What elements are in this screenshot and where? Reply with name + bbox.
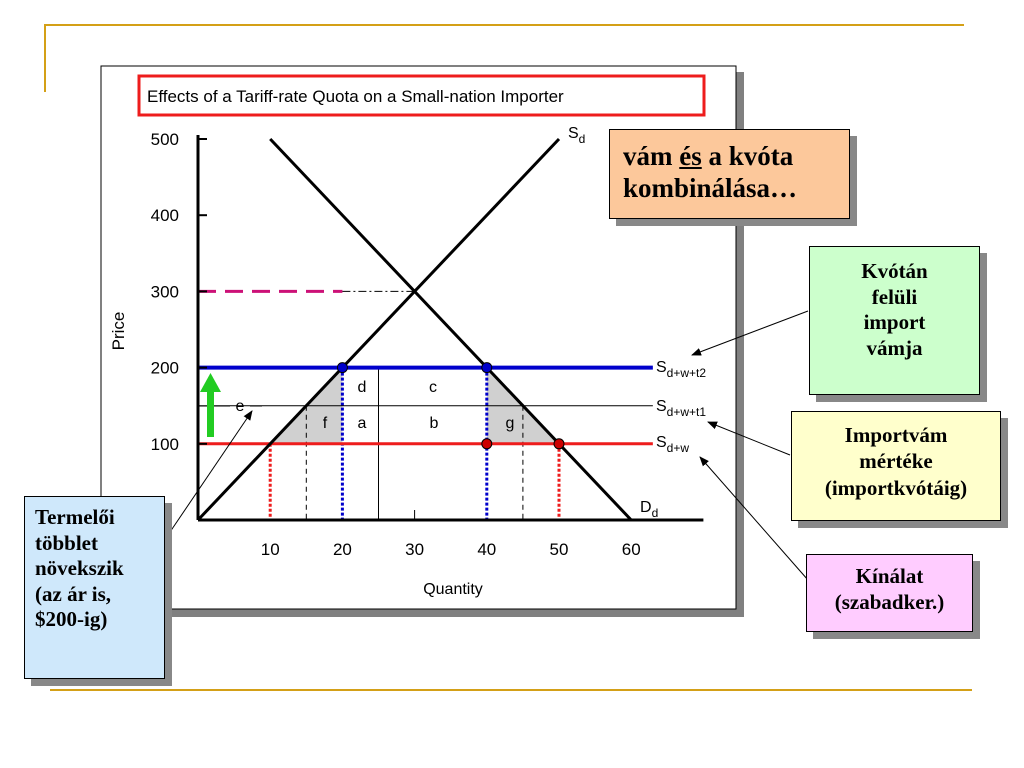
producer-line-5: $200-ig)	[35, 607, 108, 632]
series-label-sd-w-t1: Sd+w+t1	[656, 398, 706, 419]
area-label-d: d	[358, 379, 367, 396]
y-axis-label: Price	[109, 312, 128, 351]
combo-callout: vám és a kvóta kombinálása…	[609, 129, 850, 219]
intersection-dot-40-200	[481, 362, 493, 374]
x-tick-label-40: 40	[477, 540, 496, 559]
supply-curve-sd	[196, 137, 561, 522]
price-increase-arrow-icon	[200, 373, 221, 437]
tariff-line-1: Importvám	[844, 423, 948, 447]
area-label-f: f	[323, 415, 328, 432]
arrow-over-quota	[691, 310, 809, 356]
producer-surplus-callout: Termelői többlet növekszik (az ár is, $2…	[24, 496, 165, 679]
arrow-producer	[169, 410, 253, 533]
producer-line-1: Termelői	[35, 505, 115, 529]
over-quota-tariff-callout: Kvótán felüli import vámja	[809, 246, 980, 395]
y-tick-label-300: 300	[151, 282, 179, 301]
series-label-sd: Sd	[568, 125, 585, 146]
over-quota-line-4: vámja	[866, 335, 923, 360]
y-tick-label-500: 500	[151, 130, 179, 149]
top-decor-line	[44, 24, 964, 26]
over-quota-line-3: import	[863, 310, 926, 335]
supply-line-1: Kínálat	[855, 564, 924, 588]
x-axis-ticks: 10 20 30 40 50 60	[261, 540, 641, 559]
arrow-tariff	[707, 421, 791, 456]
over-quota-line-1: Kvótán	[861, 259, 928, 283]
series-label-sd-w: Sd+w	[656, 434, 689, 455]
y-axis-ticks: 100 200 300 400 500	[151, 130, 207, 454]
x-tick-label-10: 10	[261, 540, 280, 559]
tariff-line-2: mértéke	[859, 449, 933, 474]
producer-line-4: (az ár is,	[35, 581, 112, 606]
y-tick-label-200: 200	[151, 359, 179, 378]
y-tick-label-400: 400	[151, 206, 179, 225]
import-tariff-callout: Importvám mértéke (importkvótáig)	[791, 411, 1001, 521]
area-label-c: c	[429, 379, 437, 396]
demand-curve-dd	[269, 137, 633, 522]
left-decor-line	[44, 24, 46, 92]
x-tick-label-20: 20	[333, 540, 352, 559]
tariff-line-3: (importkvótáig)	[824, 475, 968, 500]
x-tick-label-60: 60	[622, 540, 641, 559]
chart-title-box	[137, 74, 706, 117]
y-tick-label-100: 100	[151, 435, 179, 454]
series-label-sd-w-t2: Sd+w+t2	[656, 359, 706, 380]
chart-title: Effects of a Tariff-rate Quota on a Smal…	[147, 87, 564, 106]
area-label-b: b	[430, 415, 439, 432]
supply-line-2: (szabadker.)	[834, 590, 945, 615]
area-label-e: e	[236, 398, 245, 415]
intersection-dot-40-100	[481, 438, 493, 450]
x-axis-label: Quantity	[423, 581, 483, 598]
producer-line-2: többlet	[35, 530, 98, 555]
x-tick-label-30: 30	[405, 540, 424, 559]
series-label-dd: Dd	[640, 499, 658, 520]
supply-free-trade-callout: Kínálat (szabadker.)	[806, 554, 973, 632]
intersection-dot-50-100	[553, 438, 565, 450]
arrow-supply	[699, 456, 809, 581]
over-quota-line-2: felüli	[871, 284, 918, 309]
bottom-decor-line	[50, 689, 972, 691]
area-label-a: a	[358, 415, 367, 432]
producer-line-3: növekszik	[35, 556, 124, 581]
combo-callout-line1: vám és a kvóta	[623, 141, 794, 171]
intersection-dot-20-200	[336, 362, 348, 374]
combo-callout-line2: kombinálása…	[623, 173, 798, 204]
x-tick-label-50: 50	[550, 540, 569, 559]
area-label-g: g	[506, 415, 515, 432]
